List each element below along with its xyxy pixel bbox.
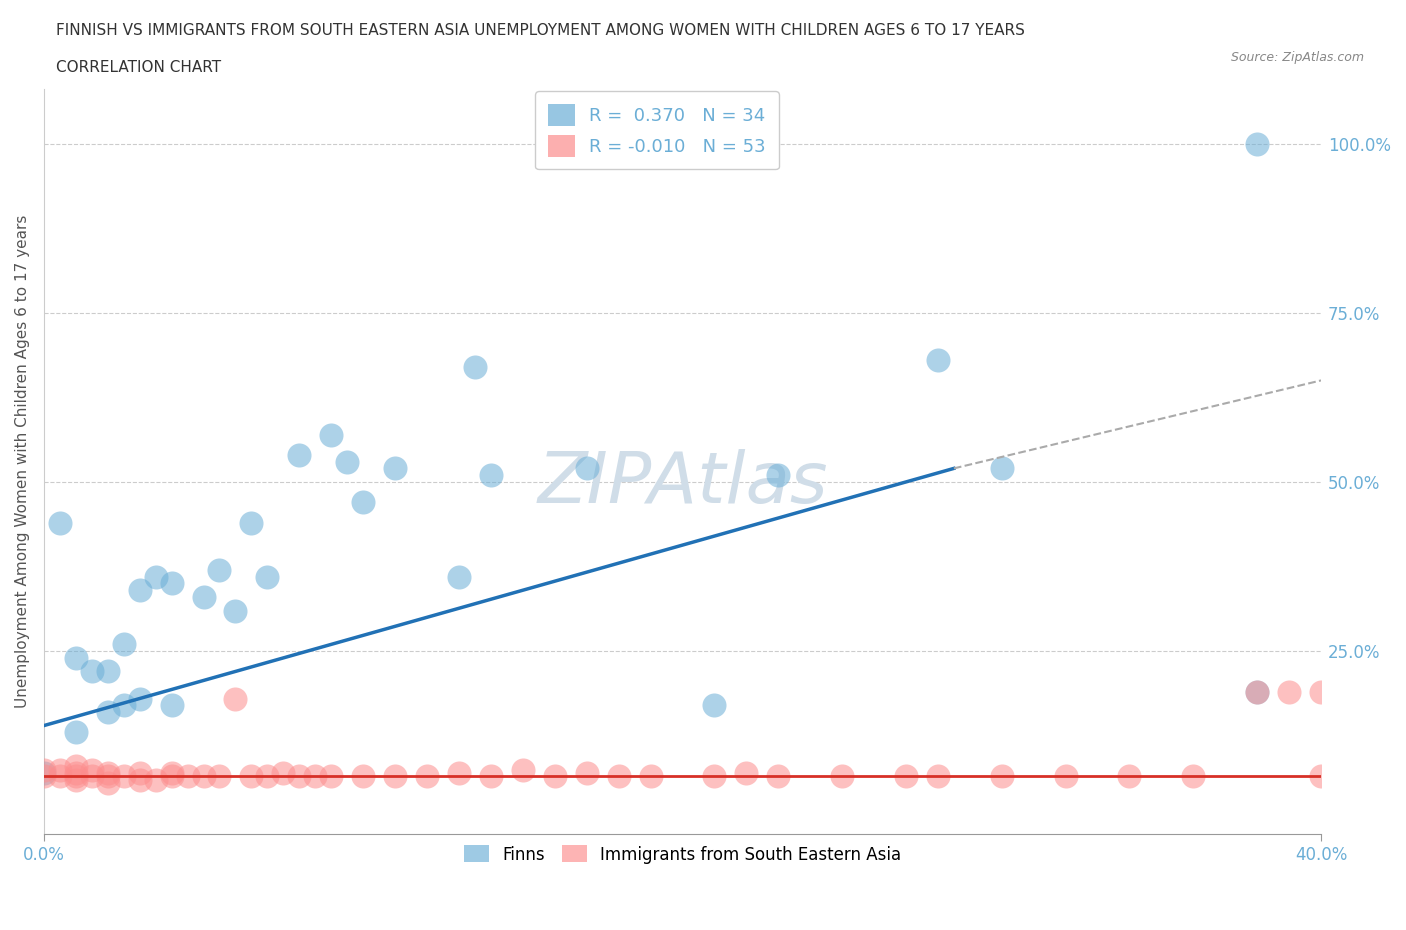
Immigrants from South Eastern Asia [193, 769, 215, 784]
Immigrants from South Eastern Asia [256, 769, 278, 784]
Immigrants from South Eastern Asia [640, 769, 662, 784]
Immigrants from South Eastern Asia [80, 762, 103, 777]
Finns [990, 461, 1012, 476]
Immigrants from South Eastern Asia [1054, 769, 1077, 784]
Immigrants from South Eastern Asia [128, 765, 150, 780]
Text: Source: ZipAtlas.com: Source: ZipAtlas.com [1230, 51, 1364, 64]
Immigrants from South Eastern Asia [1310, 769, 1333, 784]
Finns [193, 590, 215, 604]
Immigrants from South Eastern Asia [288, 769, 311, 784]
Immigrants from South Eastern Asia [1246, 684, 1268, 699]
Finns [768, 468, 790, 483]
Immigrants from South Eastern Asia [304, 769, 326, 784]
Finns [160, 576, 183, 591]
Immigrants from South Eastern Asia [49, 762, 72, 777]
Finns [32, 765, 55, 780]
Immigrants from South Eastern Asia [768, 769, 790, 784]
Finns [464, 359, 486, 374]
Immigrants from South Eastern Asia [990, 769, 1012, 784]
Finns [321, 427, 343, 442]
Finns [160, 698, 183, 712]
Immigrants from South Eastern Asia [97, 769, 120, 784]
Immigrants from South Eastern Asia [160, 769, 183, 784]
Immigrants from South Eastern Asia [321, 769, 343, 784]
Immigrants from South Eastern Asia [224, 691, 246, 706]
Immigrants from South Eastern Asia [1310, 684, 1333, 699]
Immigrants from South Eastern Asia [607, 769, 630, 784]
Finns [128, 583, 150, 598]
Text: CORRELATION CHART: CORRELATION CHART [56, 60, 221, 75]
Immigrants from South Eastern Asia [273, 765, 295, 780]
Y-axis label: Unemployment Among Women with Children Ages 6 to 17 years: Unemployment Among Women with Children A… [15, 215, 30, 709]
Immigrants from South Eastern Asia [447, 765, 470, 780]
Legend: Finns, Immigrants from South Eastern Asia: Finns, Immigrants from South Eastern Asi… [457, 839, 908, 870]
Immigrants from South Eastern Asia [112, 769, 135, 784]
Immigrants from South Eastern Asia [352, 769, 374, 784]
Immigrants from South Eastern Asia [208, 769, 231, 784]
Immigrants from South Eastern Asia [145, 772, 167, 787]
Finns [240, 515, 263, 530]
Finns [479, 468, 502, 483]
Immigrants from South Eastern Asia [128, 772, 150, 787]
Finns [145, 569, 167, 584]
Finns [384, 461, 406, 476]
Immigrants from South Eastern Asia [65, 772, 87, 787]
Finns [65, 724, 87, 739]
Finns [97, 664, 120, 679]
Immigrants from South Eastern Asia [384, 769, 406, 784]
Immigrants from South Eastern Asia [160, 765, 183, 780]
Immigrants from South Eastern Asia [240, 769, 263, 784]
Text: FINNISH VS IMMIGRANTS FROM SOUTH EASTERN ASIA UNEMPLOYMENT AMONG WOMEN WITH CHIL: FINNISH VS IMMIGRANTS FROM SOUTH EASTERN… [56, 23, 1025, 38]
Immigrants from South Eastern Asia [65, 769, 87, 784]
Finns [256, 569, 278, 584]
Immigrants from South Eastern Asia [1278, 684, 1301, 699]
Finns [65, 650, 87, 665]
Finns [49, 515, 72, 530]
Finns [1246, 684, 1268, 699]
Finns [447, 569, 470, 584]
Immigrants from South Eastern Asia [416, 769, 439, 784]
Finns [97, 705, 120, 720]
Immigrants from South Eastern Asia [1118, 769, 1140, 784]
Finns [336, 454, 359, 469]
Finns [224, 603, 246, 618]
Finns [703, 698, 725, 712]
Immigrants from South Eastern Asia [65, 759, 87, 774]
Text: ZIPAtlas: ZIPAtlas [537, 449, 828, 518]
Immigrants from South Eastern Asia [97, 765, 120, 780]
Immigrants from South Eastern Asia [894, 769, 917, 784]
Immigrants from South Eastern Asia [65, 765, 87, 780]
Immigrants from South Eastern Asia [97, 776, 120, 790]
Immigrants from South Eastern Asia [703, 769, 725, 784]
Immigrants from South Eastern Asia [80, 769, 103, 784]
Immigrants from South Eastern Asia [1182, 769, 1205, 784]
Immigrants from South Eastern Asia [735, 765, 758, 780]
Immigrants from South Eastern Asia [544, 769, 567, 784]
Finns [112, 637, 135, 652]
Finns [128, 691, 150, 706]
Immigrants from South Eastern Asia [927, 769, 949, 784]
Immigrants from South Eastern Asia [32, 769, 55, 784]
Finns [1246, 136, 1268, 151]
Finns [208, 563, 231, 578]
Finns [288, 447, 311, 462]
Finns [575, 461, 598, 476]
Immigrants from South Eastern Asia [32, 762, 55, 777]
Immigrants from South Eastern Asia [479, 769, 502, 784]
Immigrants from South Eastern Asia [176, 769, 198, 784]
Immigrants from South Eastern Asia [49, 769, 72, 784]
Finns [112, 698, 135, 712]
Immigrants from South Eastern Asia [831, 769, 853, 784]
Finns [927, 352, 949, 367]
Finns [80, 664, 103, 679]
Immigrants from South Eastern Asia [512, 762, 534, 777]
Immigrants from South Eastern Asia [575, 765, 598, 780]
Finns [352, 495, 374, 510]
